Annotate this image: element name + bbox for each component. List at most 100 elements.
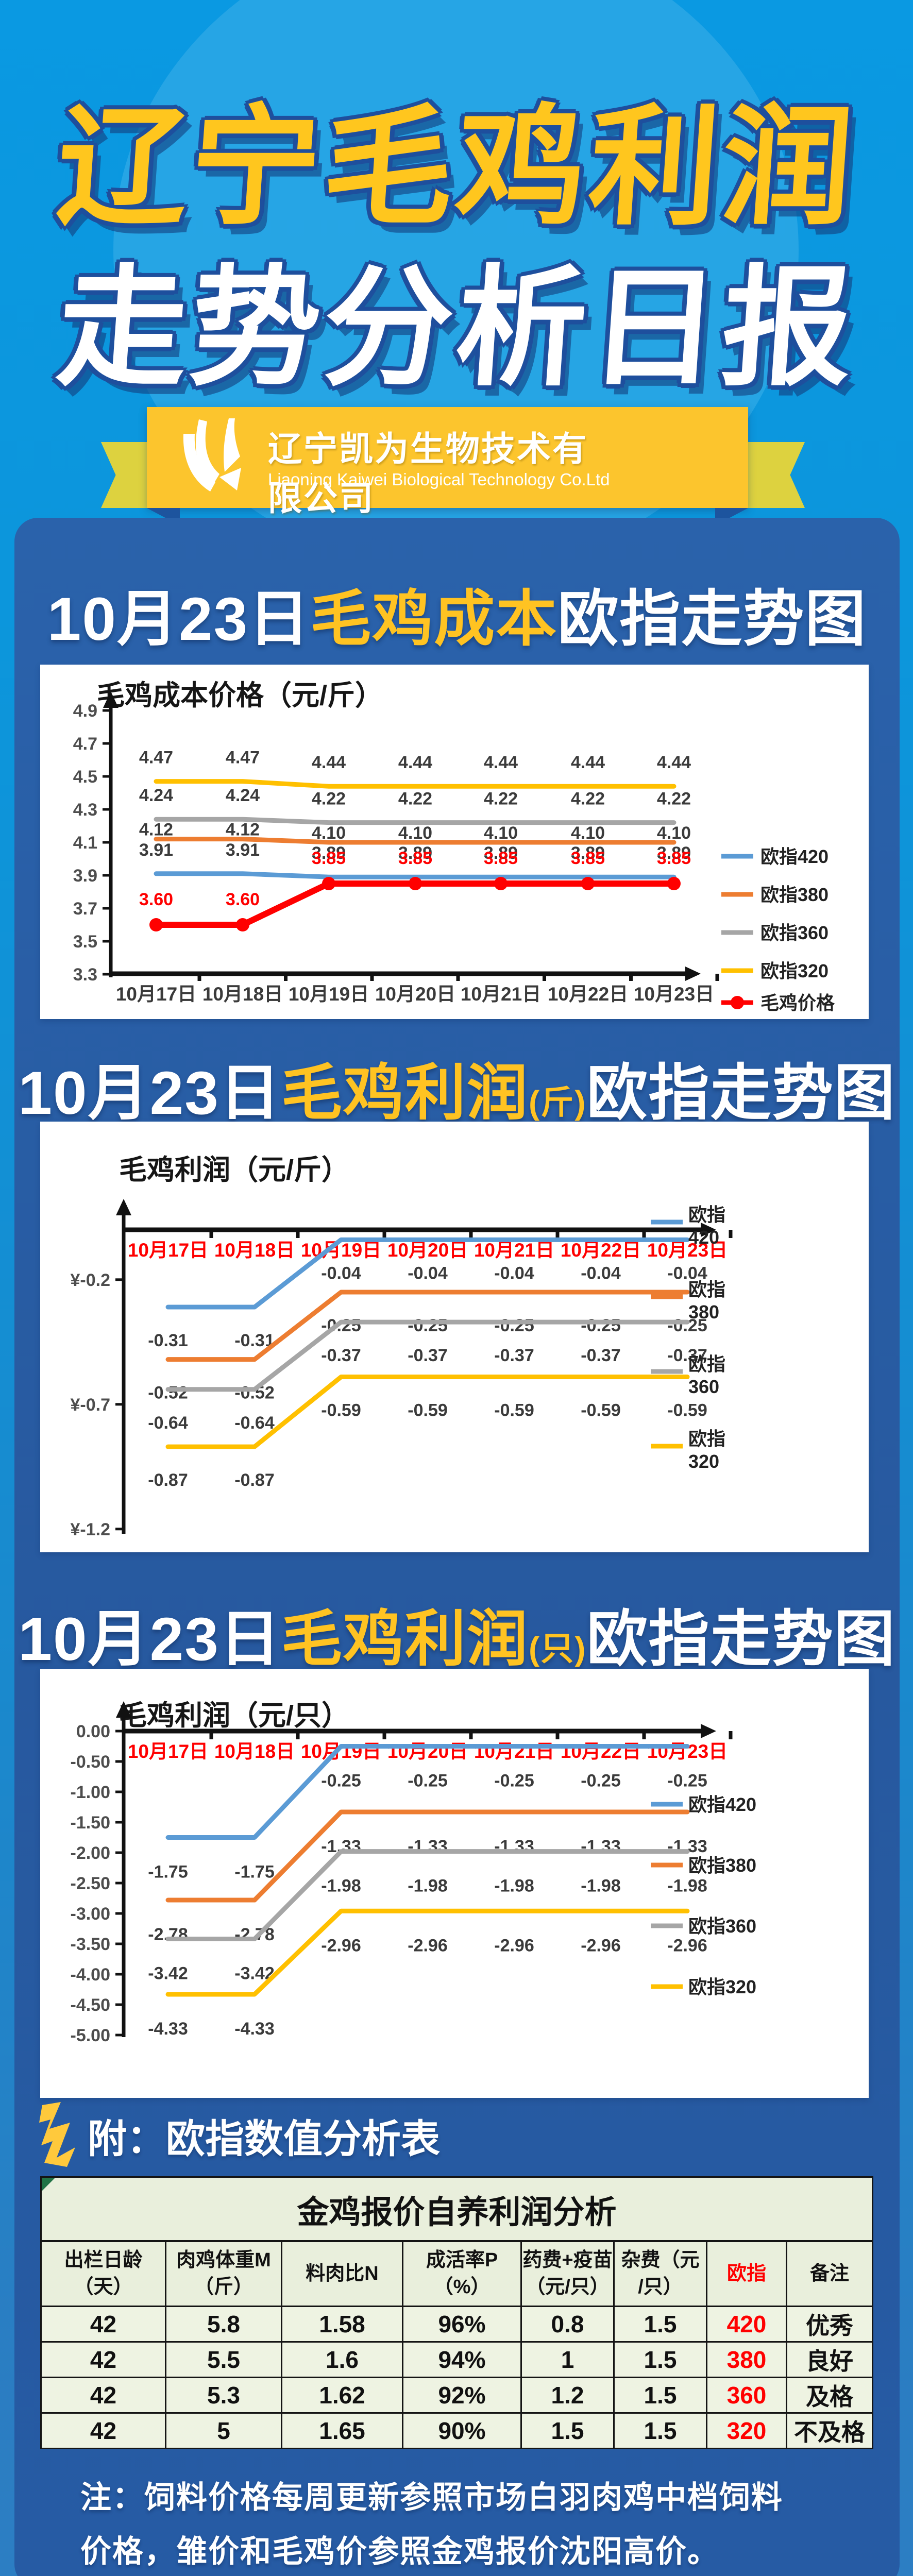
svg-text:-0.64: -0.64 xyxy=(148,1413,188,1433)
profit-per-bird-chart: 毛鸡利润（元/只） 0.00 -0.50 -1.00 -1.50 -2.00 -2.50 -3… xyxy=(71,1700,757,2045)
footnote-line2: 价格，雏价和毛鸡价参照金鸡报价沈阳高价。 xyxy=(80,2534,719,2569)
svg-text:4.9: 4.9 xyxy=(73,701,97,721)
svg-text:欧指360: 欧指360 xyxy=(688,1916,756,1937)
svg-text:¥-0.7: ¥-0.7 xyxy=(71,1395,111,1415)
svg-text:3.85: 3.85 xyxy=(484,849,518,868)
svg-text:4.44: 4.44 xyxy=(312,753,346,772)
svg-text:-0.25: -0.25 xyxy=(321,1771,361,1791)
svg-text:-0.25: -0.25 xyxy=(581,1771,621,1791)
table-cell: 94% xyxy=(402,2341,522,2378)
svg-text:毛鸡价格: 毛鸡价格 xyxy=(760,992,835,1013)
euro-index-analysis-table: 金鸡报价自养利润分析 出栏日龄 （天） 肉鸡体重M （斤） 料肉比N 成活率P （%） 药费+… xyxy=(40,2176,873,2449)
table-cell: 1.58 xyxy=(281,2306,403,2343)
svg-text:10月22日: 10月22日 xyxy=(548,984,628,1005)
section3-suffix: 欧指走势图 xyxy=(586,1605,896,1673)
table-cell: 1.5 xyxy=(613,2341,707,2378)
svg-text:10月21日: 10月21日 xyxy=(461,984,541,1005)
svg-text:10月20日: 10月20日 xyxy=(375,984,455,1005)
svg-text:320: 320 xyxy=(688,1451,719,1472)
table-cell: 1.65 xyxy=(281,2412,403,2449)
svg-text:毛鸡利润（元/斤）: 毛鸡利润（元/斤） xyxy=(119,1155,349,1185)
svg-text:欧指420: 欧指420 xyxy=(760,846,829,867)
svg-text:3.89: 3.89 xyxy=(571,843,605,863)
section1-date: 10月23日 xyxy=(47,585,311,653)
svg-text:4.22: 4.22 xyxy=(484,789,518,809)
svg-text:3.85: 3.85 xyxy=(571,849,605,868)
table-cell: 320 xyxy=(706,2412,787,2449)
main-title-line2: 走势分析日报 xyxy=(53,256,860,401)
svg-text:3.89: 3.89 xyxy=(398,843,432,863)
table-cell: 42 xyxy=(40,2412,166,2449)
section-title-profit-bird: 10月23日毛鸡利润(只)欧指走势图 xyxy=(14,1589,900,1677)
table-cell: 380 xyxy=(706,2341,787,2378)
svg-text:欧指380: 欧指380 xyxy=(688,1855,756,1876)
section3-unit: (只) xyxy=(528,1630,587,1667)
svg-text:-1.50: -1.50 xyxy=(71,1813,111,1833)
svg-text:4.10: 4.10 xyxy=(571,823,605,843)
svg-text:-4.50: -4.50 xyxy=(71,1995,111,2015)
svg-text:欧指320: 欧指320 xyxy=(760,960,829,981)
svg-text:-0.37: -0.37 xyxy=(494,1346,534,1365)
svg-text:4.10: 4.10 xyxy=(398,823,432,843)
table-cell: 良好 xyxy=(786,2341,873,2378)
svg-text:10月17日: 10月17日 xyxy=(128,1240,208,1261)
table-cell: 1.2 xyxy=(520,2377,615,2414)
svg-text:10月21日: 10月21日 xyxy=(474,1240,554,1261)
svg-text:3.91: 3.91 xyxy=(139,840,173,860)
svg-text:-0.25: -0.25 xyxy=(408,1316,448,1335)
svg-text:3.85: 3.85 xyxy=(398,849,432,868)
svg-text:-0.37: -0.37 xyxy=(581,1346,621,1365)
section1-highlight: 毛鸡成本 xyxy=(310,585,558,653)
svg-text:-1.75: -1.75 xyxy=(148,1862,188,1882)
svg-text:-0.87: -0.87 xyxy=(148,1470,188,1490)
table-col-header: 料肉比N xyxy=(281,2240,403,2307)
svg-text:-0.25: -0.25 xyxy=(667,1771,707,1791)
svg-text:毛鸡成本价格（元/斤）: 毛鸡成本价格（元/斤） xyxy=(97,680,383,711)
svg-text:10月20日: 10月20日 xyxy=(387,1240,468,1261)
svg-text:4.22: 4.22 xyxy=(657,789,691,809)
table-row: 42 5 1.65 90% 1.5 1.5 320 不及格 xyxy=(40,2412,873,2449)
svg-text:-4.00: -4.00 xyxy=(71,1965,111,1985)
svg-text:-0.59: -0.59 xyxy=(494,1401,534,1420)
svg-text:3.60: 3.60 xyxy=(139,890,173,909)
table-col-header: 成活率P （%） xyxy=(402,2240,522,2307)
svg-text:4.5: 4.5 xyxy=(73,767,97,787)
svg-text:3.5: 3.5 xyxy=(73,932,97,952)
content-panel: 10月23日毛鸡成本欧指走势图 毛鸡成本价格（元/斤） 4.9 4.7 4.5 4.3 4… xyxy=(14,518,900,2576)
svg-text:4.7: 4.7 xyxy=(73,734,97,754)
table-cell: 1.5 xyxy=(520,2412,615,2449)
svg-text:-3.00: -3.00 xyxy=(71,1904,111,1924)
svg-text:-2.96: -2.96 xyxy=(667,1936,707,1955)
svg-text:-0.59: -0.59 xyxy=(408,1401,448,1420)
svg-text:360: 360 xyxy=(688,1376,719,1397)
svg-text:-0.04: -0.04 xyxy=(581,1263,621,1283)
company-ribbon xyxy=(147,407,748,508)
svg-text:10月17日: 10月17日 xyxy=(128,1741,208,1762)
svg-text:10月17日: 10月17日 xyxy=(116,984,196,1005)
chart-card-profit-jin: 毛鸡利润（元/斤） ¥-0.2 ¥-0.7 ¥-1.2 10月17日 10月18日 10月1… xyxy=(40,1122,869,1552)
svg-text:-4.33: -4.33 xyxy=(148,2019,188,2039)
svg-text:欧指420: 欧指420 xyxy=(688,1794,756,1815)
svg-text:10月18日: 10月18日 xyxy=(214,1240,295,1261)
chart-card-profit-bird: 毛鸡利润（元/只） 0.00 -0.50 -1.00 -1.50 -2.00 -2.50 -3… xyxy=(40,1669,869,2098)
section-title-profit-jin: 10月23日毛鸡利润(斤)欧指走势图 xyxy=(14,1043,900,1131)
section-title-cost: 10月23日毛鸡成本欧指走势图 xyxy=(14,569,900,657)
table-title: 金鸡报价自养利润分析 xyxy=(40,2176,873,2242)
table-cell: 1.5 xyxy=(613,2306,707,2343)
svg-text:-0.37: -0.37 xyxy=(408,1346,448,1365)
bent-arrow-icon xyxy=(39,2102,89,2170)
svg-text:3.89: 3.89 xyxy=(657,843,691,863)
footnote-line1: 注：饲料价格每周更新参照市场白羽肉鸡中档饲料 xyxy=(80,2480,783,2515)
svg-text:-0.64: -0.64 xyxy=(234,1413,275,1433)
svg-text:欧指: 欧指 xyxy=(688,1353,725,1375)
svg-text:-1.98: -1.98 xyxy=(667,1876,707,1896)
table-cell: 5 xyxy=(165,2412,282,2449)
chart-card-cost: 毛鸡成本价格（元/斤） 4.9 4.7 4.5 4.3 4.1 3.9 3.7 3.5 3.3 10… xyxy=(40,665,869,1019)
svg-text:4.10: 4.10 xyxy=(312,823,346,843)
svg-text:-2.96: -2.96 xyxy=(321,1936,361,1955)
svg-text:4.44: 4.44 xyxy=(571,753,605,772)
svg-text:-1.98: -1.98 xyxy=(321,1876,361,1896)
svg-text:10月22日: 10月22日 xyxy=(561,1240,641,1261)
svg-text:4.44: 4.44 xyxy=(657,753,691,772)
svg-text:-1.98: -1.98 xyxy=(408,1876,448,1896)
